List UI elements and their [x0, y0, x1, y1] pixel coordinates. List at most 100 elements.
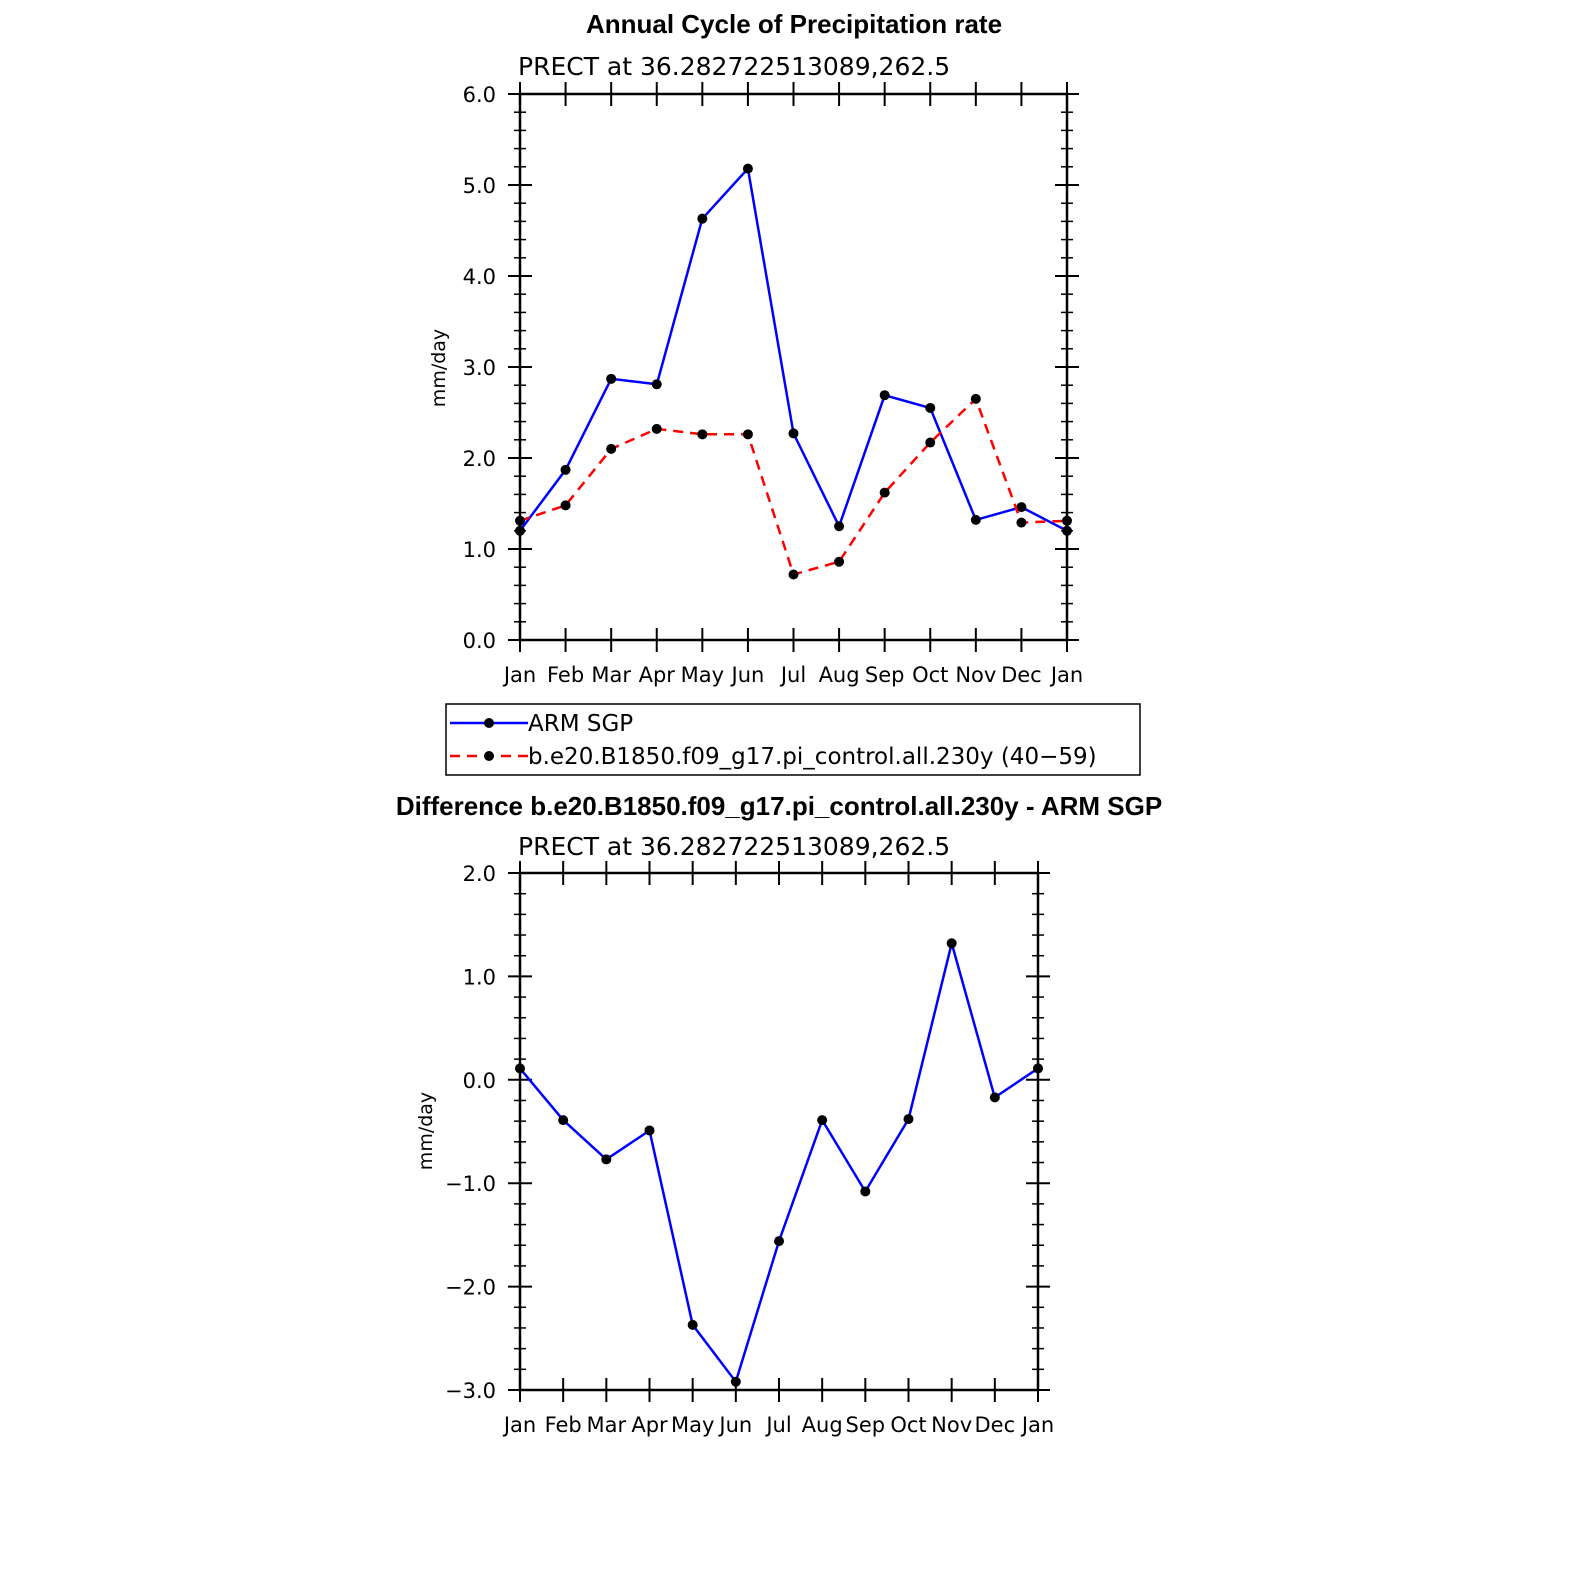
- series-0-point: [817, 1115, 828, 1126]
- y-tick-label: 4.0: [463, 265, 496, 289]
- series-0-point: [651, 379, 662, 390]
- legend-entry-model: b.e20.B1850.f09_g17.pi_control.all.230y …: [450, 744, 1097, 770]
- x-tick-label: Aug: [802, 1413, 843, 1437]
- series-1-point: [788, 569, 799, 580]
- series-0-point: [774, 1236, 784, 1247]
- x-tick-label: Jul: [779, 663, 806, 687]
- y-tick-label: 5.0: [463, 174, 496, 198]
- series-0-point: [742, 163, 753, 174]
- series-1-point: [651, 423, 662, 434]
- x-tick-label: Dec: [1001, 663, 1042, 687]
- series-0-point: [1062, 525, 1072, 536]
- x-tick-label: Apr: [631, 1413, 668, 1437]
- series-0-point: [687, 1319, 698, 1330]
- x-tick-label: Sep: [865, 663, 905, 687]
- precip-annual-cycle-chart: Annual Cycle of Precipitation rate PRECT…: [428, 9, 1141, 776]
- y-tick-label: −1.0: [445, 1172, 496, 1196]
- y-axis-label: mm/day: [415, 1092, 437, 1170]
- x-tick-label: Jul: [764, 1413, 791, 1437]
- chart-subtitle: PRECT at 36.282722513089,262.5: [518, 52, 950, 81]
- legend-entry-arm-sgp: ARM SGP: [450, 711, 633, 737]
- series-0-point: [903, 1114, 914, 1125]
- y-tick-label: 2.0: [463, 447, 496, 471]
- y-tick-label: 1.0: [463, 538, 496, 562]
- chart-title: Difference b.e20.B1850.f09_g17.pi_contro…: [396, 791, 1162, 821]
- x-tick-label: Dec: [975, 1413, 1016, 1437]
- series-1-point: [1062, 515, 1072, 526]
- y-tick-label: 6.0: [463, 83, 496, 107]
- x-tick-label: Feb: [545, 1413, 582, 1437]
- x-tick-label: Mar: [591, 663, 631, 687]
- y-axis-label: mm/day: [428, 329, 450, 407]
- plot-frame: [518, 871, 1040, 1392]
- legend-label-model: b.e20.B1850.f09_g17.pi_control.all.230y …: [528, 744, 1097, 770]
- series-line-0: [518, 165, 1068, 532]
- legend-label-arm-sgp: ARM SGP: [528, 711, 633, 737]
- series-0-point: [860, 1186, 871, 1197]
- legend-marker-arm-sgp: [484, 718, 494, 728]
- series-0-point: [601, 1154, 612, 1165]
- series-0-point: [925, 402, 936, 413]
- series-1-point: [606, 443, 617, 454]
- x-tick-label: Feb: [547, 663, 584, 687]
- series-line-1: [519, 396, 1068, 577]
- series-1-point: [879, 487, 890, 498]
- series-0-point: [697, 213, 708, 224]
- chart-title: Annual Cycle of Precipitation rate: [586, 9, 1002, 39]
- series-0-point: [989, 1092, 1000, 1103]
- x-tick-label: Jun: [730, 663, 765, 687]
- series-1-point: [834, 556, 845, 567]
- x-tick-label: Oct: [890, 1413, 926, 1437]
- series-0-point: [644, 1125, 655, 1136]
- x-tick-label: Oct: [912, 663, 948, 687]
- series-0-point: [606, 373, 617, 384]
- series-1-point: [515, 515, 525, 526]
- x-tick-label: Aug: [819, 663, 860, 687]
- y-tick-label: 1.0: [463, 965, 496, 989]
- x-tick-label: Nov: [955, 663, 996, 687]
- x-tick-label: Nov: [931, 1413, 972, 1437]
- series-0-point: [970, 514, 981, 525]
- chart-subtitle: PRECT at 36.282722513089,262.5: [518, 832, 950, 861]
- x-tick-label: Jan: [1049, 663, 1083, 687]
- series-0-point: [730, 1376, 741, 1387]
- y-tick-label: 0.0: [463, 629, 496, 653]
- legend-marker-model: [484, 751, 494, 761]
- series-0-point: [1033, 1063, 1043, 1074]
- series-layer: [515, 163, 1072, 580]
- series-1-point: [742, 429, 753, 440]
- y-tick-label: −3.0: [445, 1379, 496, 1403]
- plot-frame: [518, 92, 1069, 642]
- x-tick-label: Jan: [502, 663, 536, 687]
- series-0-point: [515, 525, 525, 536]
- y-tick-label: −2.0: [445, 1276, 496, 1300]
- x-tick-label: Jun: [717, 1413, 752, 1437]
- x-tick-label: Jan: [502, 1413, 536, 1437]
- x-tick-label: Apr: [639, 663, 676, 687]
- y-tick-label: 3.0: [463, 356, 496, 380]
- y-tick-label: 2.0: [463, 862, 496, 886]
- series-1-point: [697, 429, 708, 440]
- axes: 0.0 1.0 2.0 3.0 4.0 5.0 6.0 Jan Feb Mar Apr May Jun J…: [463, 82, 1083, 687]
- y-tick-label: 0.0: [463, 1069, 496, 1093]
- x-tick-label: May: [681, 663, 724, 687]
- series-1-point: [560, 500, 571, 511]
- x-tick-label: May: [671, 1413, 714, 1437]
- x-tick-label: Mar: [587, 1413, 627, 1437]
- legend: ARM SGP b.e20.B1850.f09_g17.pi_control.a…: [445, 703, 1141, 776]
- x-tick-label: Jan: [1020, 1413, 1054, 1437]
- series-layer: [515, 938, 1043, 1387]
- difference-chart: Difference b.e20.B1850.f09_g17.pi_contro…: [396, 791, 1162, 1437]
- series-0-point: [515, 1063, 525, 1074]
- series-0-point: [1016, 502, 1027, 513]
- series-line-0: [519, 938, 1039, 1385]
- series-0-point: [558, 1115, 569, 1126]
- series-0-point: [879, 390, 890, 401]
- series-1-point: [925, 437, 936, 448]
- series-0-point: [834, 521, 845, 532]
- axes: −3.0 −2.0 −1.0 0.0 1.0 2.0 Jan Feb Mar Apr May Jun J…: [445, 861, 1054, 1437]
- series-1-point: [970, 393, 981, 404]
- legend-box: [445, 703, 1141, 776]
- series-0-point: [788, 428, 799, 439]
